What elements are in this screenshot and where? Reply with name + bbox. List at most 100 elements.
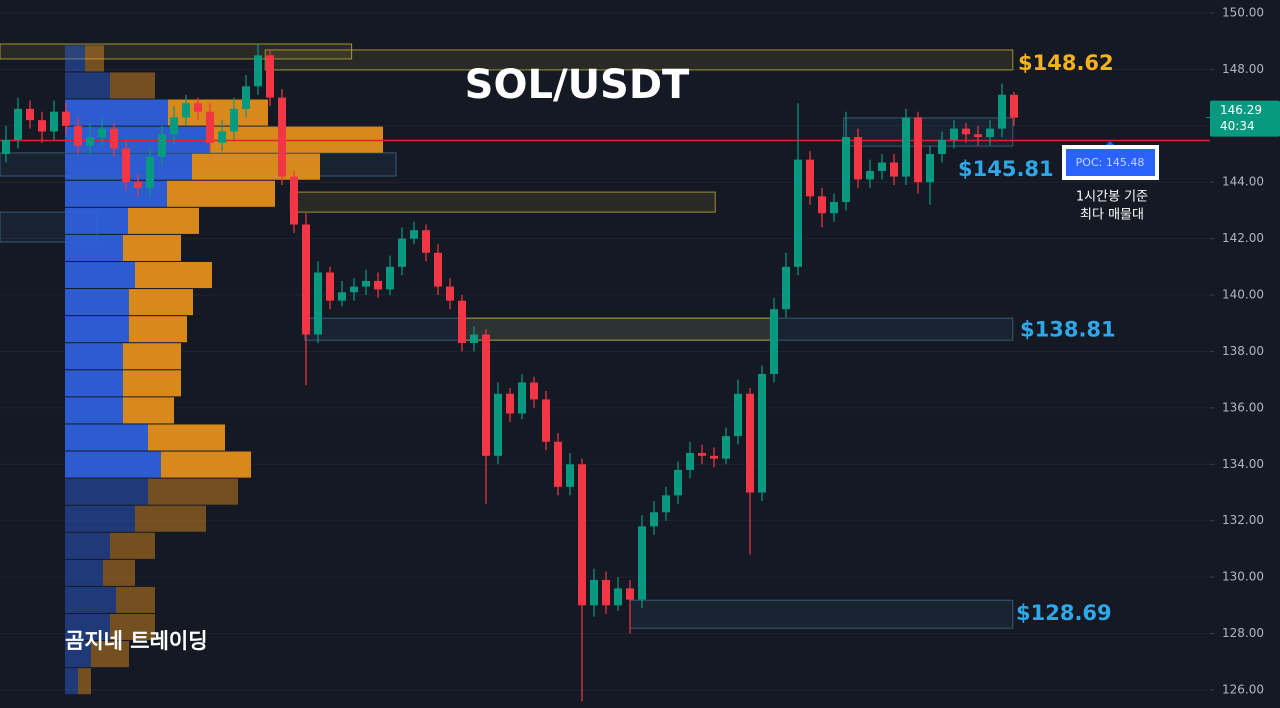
profile-sell bbox=[110, 532, 155, 559]
y-tick-label: 132.00 bbox=[1222, 513, 1264, 527]
candle-body bbox=[902, 117, 910, 177]
candle-body bbox=[662, 495, 670, 513]
profile-sell bbox=[129, 289, 193, 316]
candle-body bbox=[518, 382, 526, 414]
candle-body bbox=[602, 579, 610, 606]
zone bbox=[843, 117, 1014, 147]
y-tick-label: 130.00 bbox=[1222, 570, 1264, 584]
candle-body bbox=[434, 252, 442, 287]
candle-body bbox=[206, 111, 214, 143]
candle-body bbox=[98, 128, 106, 138]
candle-body bbox=[158, 134, 166, 157]
candle-body bbox=[218, 131, 226, 143]
profile-sell bbox=[123, 343, 181, 370]
y-tick-label: 128.00 bbox=[1222, 626, 1264, 640]
candle-body bbox=[242, 86, 250, 109]
y-tick-label: 126.00 bbox=[1222, 682, 1264, 696]
candle-body bbox=[170, 117, 178, 135]
candle-body bbox=[446, 286, 454, 301]
profile-buy bbox=[65, 532, 110, 559]
level-label: $148.62 bbox=[1018, 51, 1114, 75]
profile-sell bbox=[167, 180, 275, 207]
y-tick-label: 134.00 bbox=[1222, 457, 1264, 471]
candle-body bbox=[182, 103, 190, 118]
profile-sell bbox=[85, 45, 104, 72]
candle-body bbox=[50, 111, 58, 132]
candle-body bbox=[938, 139, 946, 155]
candle-body bbox=[710, 455, 718, 459]
candle-body bbox=[770, 309, 778, 375]
y-tick-label: 142.00 bbox=[1222, 231, 1264, 245]
candle-body bbox=[698, 453, 706, 456]
candle-body bbox=[194, 103, 202, 112]
note-line: 1시간봉 기준 bbox=[1076, 190, 1148, 205]
profile-sell bbox=[103, 559, 135, 586]
candle-body bbox=[110, 128, 118, 149]
profile-sell bbox=[116, 586, 155, 614]
zone bbox=[459, 317, 771, 341]
candle-body bbox=[554, 441, 562, 487]
profile-buy bbox=[65, 72, 110, 99]
candle-body bbox=[506, 393, 514, 414]
candles bbox=[2, 44, 1018, 702]
level-label: $145.81 bbox=[958, 157, 1054, 181]
candle-body bbox=[890, 162, 898, 177]
candle-body bbox=[986, 128, 994, 138]
candle-body bbox=[494, 393, 502, 456]
profile-buy bbox=[65, 289, 129, 316]
y-tick-label: 140.00 bbox=[1222, 288, 1264, 302]
candle-body bbox=[806, 159, 814, 197]
candle-body bbox=[14, 108, 22, 140]
profile-buy bbox=[65, 478, 148, 505]
candle-body bbox=[818, 196, 826, 214]
profile-buy bbox=[65, 397, 123, 424]
poc-label: POC: 145.48 bbox=[1076, 156, 1145, 169]
candle-body bbox=[998, 94, 1006, 129]
candle-body bbox=[398, 238, 406, 267]
profile-sell bbox=[148, 424, 225, 451]
profile-sell bbox=[78, 668, 91, 695]
candle-body bbox=[734, 393, 742, 437]
profile-buy bbox=[65, 370, 123, 397]
candle-body bbox=[830, 201, 838, 214]
candle-body bbox=[926, 154, 934, 183]
labels: $148.62 $145.81 $138.81 $128.69 POC: 145.48 bbox=[958, 51, 1159, 625]
candle-body bbox=[146, 156, 154, 188]
candle-body bbox=[638, 526, 646, 600]
profile-sell bbox=[123, 370, 181, 397]
candle-body bbox=[626, 588, 634, 600]
candle-body bbox=[962, 128, 970, 135]
candle-body bbox=[230, 108, 238, 132]
profile-sell bbox=[123, 234, 181, 261]
candle-body bbox=[758, 374, 766, 493]
profile-buy bbox=[65, 451, 161, 478]
y-tick-label: 144.00 bbox=[1222, 175, 1264, 189]
profile-buy bbox=[65, 614, 110, 641]
zone bbox=[629, 599, 1014, 629]
profile-sell bbox=[192, 153, 320, 180]
candle-body bbox=[290, 176, 298, 225]
candle-body bbox=[614, 588, 622, 606]
profile-buy bbox=[65, 207, 128, 234]
candle-body bbox=[350, 286, 358, 293]
candle-body bbox=[26, 108, 34, 121]
candle-body bbox=[302, 224, 310, 335]
profile-buy bbox=[65, 343, 123, 370]
candle-body bbox=[914, 117, 922, 183]
candle-body bbox=[950, 128, 958, 140]
candle-body bbox=[38, 120, 46, 132]
candle-body bbox=[362, 280, 370, 287]
candle-body bbox=[422, 230, 430, 253]
profile-sell bbox=[210, 126, 383, 153]
candle-body bbox=[74, 125, 82, 146]
candle-body bbox=[746, 393, 754, 493]
candle-body bbox=[470, 334, 478, 343]
last-price-label: 146.29 bbox=[1220, 103, 1262, 117]
profile-sell bbox=[161, 451, 251, 478]
profile-buy bbox=[65, 505, 135, 532]
candle-body bbox=[542, 399, 550, 442]
candle-body bbox=[530, 382, 538, 400]
profile-sell bbox=[91, 641, 129, 668]
candle-body bbox=[794, 159, 802, 267]
